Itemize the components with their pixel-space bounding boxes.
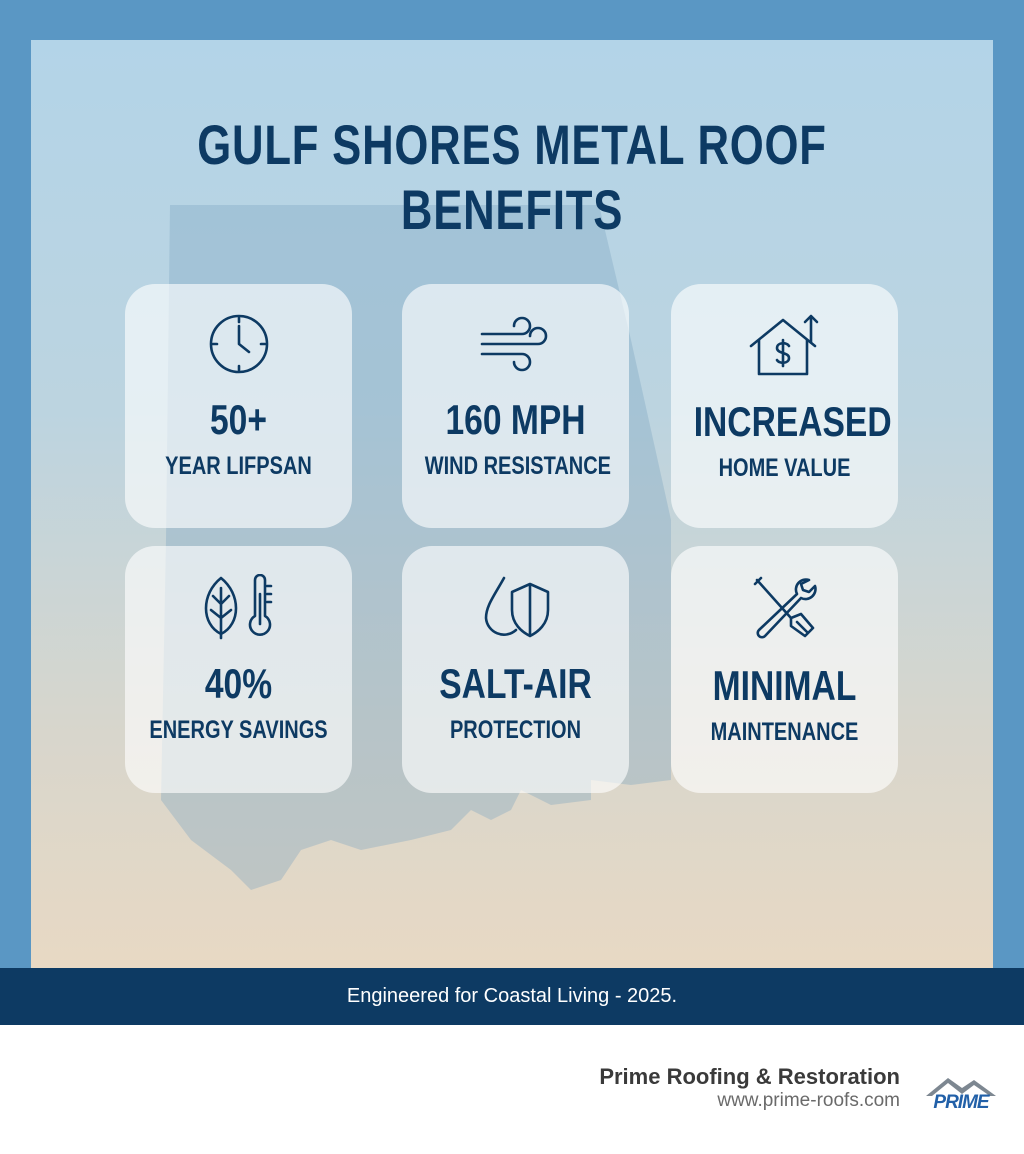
title: GULF SHORES METAL ROOF BENEFITS: [197, 113, 827, 241]
logo-text: PRIME: [933, 1092, 989, 1113]
salt-air-icon: [484, 576, 549, 638]
tools-icon: [753, 576, 817, 639]
card: INCREASED HOME VALUE: [671, 284, 898, 528]
company-name: Prime Roofing & Restoration: [599, 1064, 900, 1089]
card-subline: ENERGY SAVINGS: [149, 716, 328, 744]
banner: Engineered for Coastal Living - 2025.: [0, 968, 1024, 1025]
card-headline: 40%: [204, 660, 273, 707]
card: 160 MPH WIND RESISTANCE: [402, 284, 629, 528]
card-headline: INCREASED: [693, 398, 892, 445]
card-headline: MINIMAL: [712, 662, 857, 709]
card: 50+ YEAR LIFPSAN: [125, 284, 352, 528]
card-subline: YEAR LIFPSAN: [165, 452, 312, 480]
house-value-icon: [749, 314, 818, 376]
card-headline: SALT-AIR: [439, 660, 592, 707]
card-subline: MAINTENANCE: [710, 718, 859, 746]
card: SALT-AIR PROTECTION: [402, 546, 629, 793]
company-url[interactable]: www.prime-roofs.com: [717, 1090, 900, 1111]
card-headline: 160 MPH: [445, 396, 586, 443]
card-headline: 50+: [210, 396, 267, 443]
energy-icon: [204, 574, 272, 640]
card-subline: HOME VALUE: [718, 454, 851, 482]
logo-roof: [926, 1078, 996, 1096]
wind-icon: [480, 316, 547, 372]
card: 40% ENERGY SAVINGS: [125, 546, 352, 793]
card-subline: WIND RESISTANCE: [424, 452, 611, 480]
card-subline: PROTECTION: [449, 716, 582, 744]
clock-icon: [209, 314, 268, 374]
card: MINIMAL MAINTENANCE: [671, 546, 898, 793]
